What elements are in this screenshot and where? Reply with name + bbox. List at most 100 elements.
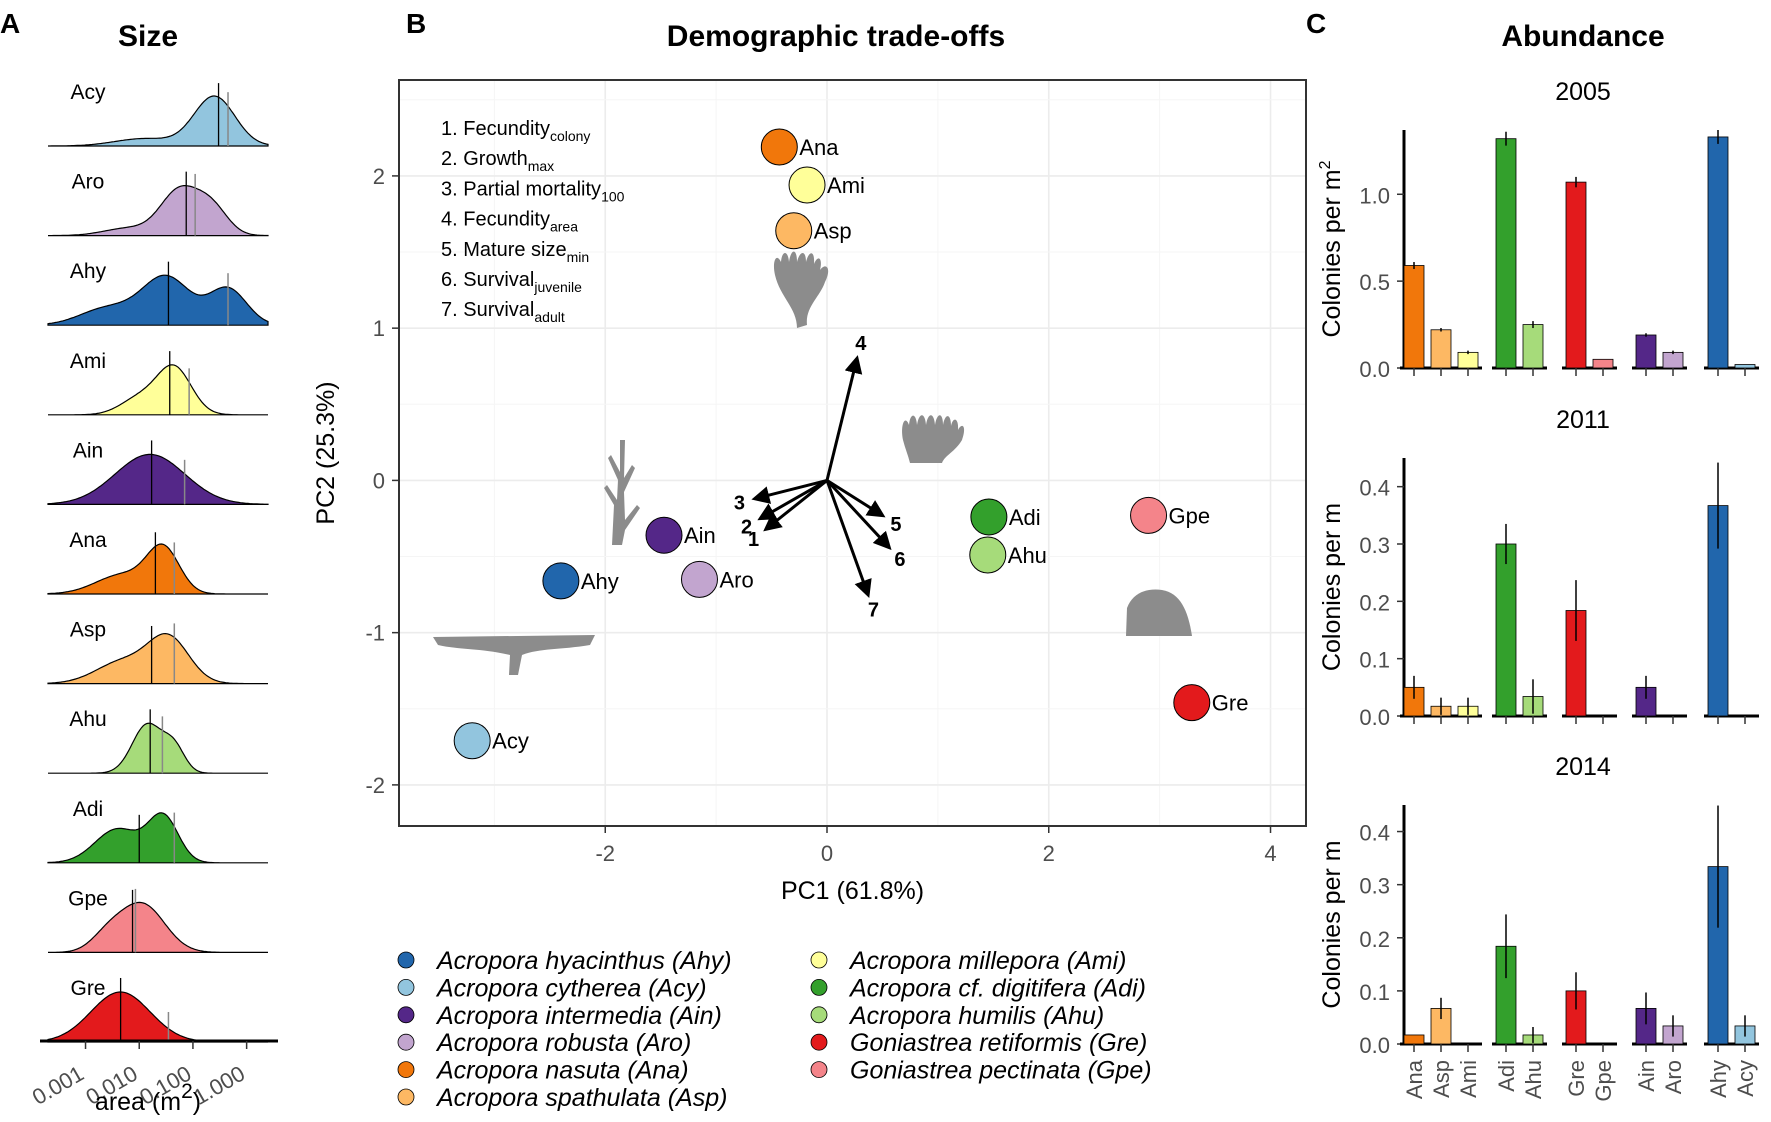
- pca-point-label-Gre: Gre: [1212, 691, 1249, 716]
- category-label-Acy: Acy: [1733, 1060, 1758, 1097]
- panel-a-title: Size: [118, 20, 178, 53]
- ridge-Asp: Asp: [47, 619, 268, 685]
- pca-point-Ami: [788, 166, 826, 204]
- legend-label-1: Acropora cytherea (Acy): [435, 974, 707, 1002]
- pca-point-label-Acy: Acy: [492, 729, 529, 754]
- bar-2005-Asp: [1430, 329, 1452, 369]
- category-label-Ahu: Ahu: [1521, 1060, 1546, 1099]
- coral-silhouettes: [433, 251, 1192, 675]
- category-label-Asp: Asp: [1429, 1060, 1454, 1098]
- panel-c-letter: C: [1306, 8, 1326, 39]
- pca-point-Acy: [453, 722, 491, 760]
- legend-label-5: Acropora spathulata (Asp): [435, 1084, 727, 1112]
- ridge-label-Ahu: Ahu: [69, 708, 106, 731]
- y-tick-label-2011: 0.2: [1359, 590, 1390, 615]
- legend-key-9: [810, 1033, 828, 1051]
- pca-point-label-Ahy: Ahy: [581, 569, 619, 594]
- loading-legend-1: 1. Fecunditycolony: [441, 118, 590, 144]
- legend-key-1: [397, 979, 415, 996]
- loading-label-1: 1: [748, 529, 759, 551]
- ridge-label-Ahy: Ahy: [70, 260, 107, 283]
- legend-label-2: Acropora intermedia (Ain): [435, 1002, 722, 1030]
- y-tick-label-2014: 0.0: [1359, 1033, 1390, 1058]
- legend-key-8: [810, 1006, 828, 1024]
- loading-legend-7: 7. Survivaladult: [441, 299, 565, 325]
- loading-legend-4: 4. Fecundityarea: [441, 209, 578, 235]
- bar-2005-Aro: [1662, 351, 1684, 369]
- loading-arrow-3: [751, 478, 828, 504]
- loading-legend-3: 3. Partial mortality100: [441, 178, 625, 204]
- pca-point-label-Gpe: Gpe: [1169, 503, 1211, 528]
- pca-y-tick-label: -2: [365, 773, 385, 798]
- category-label-Ami: Ami: [1456, 1060, 1481, 1098]
- ridge-label-Ain: Ain: [73, 439, 103, 462]
- y-tick-label-2014: 0.2: [1359, 927, 1390, 952]
- category-label-Ahy: Ahy: [1706, 1060, 1731, 1098]
- y-axis-title-2014: Colonies per m: [1318, 840, 1346, 1008]
- legend-label-9: Goniastrea retiformis (Gre): [850, 1029, 1147, 1057]
- legend-label-6: Acropora millepora (Ami): [848, 947, 1126, 975]
- pca-point-Gpe: [1130, 496, 1168, 534]
- y-tick-label-2005: 0.0: [1359, 357, 1390, 382]
- pca-x-axis-title: PC1 (61.8%): [781, 877, 924, 905]
- ridge-label-Gre: Gre: [70, 977, 105, 1000]
- loading-legend-5: 5. Mature sizemin: [441, 239, 589, 265]
- loading-label-6: 6: [894, 549, 905, 571]
- pca-point-Gre: [1173, 684, 1211, 722]
- category-label-Ana: Ana: [1402, 1059, 1427, 1099]
- category-label-Gre: Gre: [1564, 1060, 1589, 1097]
- size-ridgeline-panel: AcyAroAhyAmiAinAnaAspAhuAdiGpeGre0.0010.…: [28, 81, 278, 1116]
- abundance-panel: 2005 0.0 0.5 1.0 Colonies per m2 2011 0.0 0.1 0.…: [1317, 78, 1759, 1102]
- y-tick-label-2014: 0.4: [1359, 821, 1390, 846]
- ridge-Ahu: Ahu: [48, 708, 268, 774]
- pca-point-label-Adi: Adi: [1009, 505, 1041, 530]
- loading-label-7: 7: [868, 600, 879, 622]
- ridge-Gre: Gre: [47, 977, 268, 1043]
- legend-key-6: [810, 951, 828, 969]
- loading-legend-2: 2. Growthmax: [441, 148, 554, 174]
- y-tick-label-2011: 0.0: [1359, 705, 1390, 730]
- y-tick-label-2014: 0.3: [1359, 874, 1390, 899]
- pca-y-tick-label: 1: [373, 316, 385, 341]
- legend-label-10: Goniastrea pectinata (Gpe): [850, 1057, 1152, 1085]
- loading-label-2: 2: [741, 516, 752, 538]
- loading-label-4: 4: [855, 333, 867, 355]
- legend-key-5: [397, 1088, 415, 1106]
- panel-b-title: Demographic trade-offs: [667, 20, 1005, 53]
- pca-point-Ahy: [542, 562, 580, 600]
- panel-c-title: Abundance: [1501, 20, 1664, 53]
- ridge-Acy: Acy: [48, 81, 269, 147]
- pca-point-Ain: [645, 516, 683, 554]
- y-tick-label-2011: 0.4: [1359, 476, 1390, 501]
- year-label-2011: 2011: [1556, 406, 1610, 434]
- ridge-Ain: Ain: [47, 439, 269, 505]
- ridge-Aro: Aro: [48, 171, 269, 237]
- bar-2005-Ahu: [1522, 324, 1544, 369]
- bar-2005-Ain: [1635, 334, 1657, 369]
- ridge-Ana: Ana: [47, 529, 268, 595]
- legend-label-0: Acropora hyacinthus (Ahy): [435, 947, 732, 975]
- ridge-label-Ana: Ana: [69, 529, 107, 552]
- species-legend: Acropora hyacinthus (Ahy)Acropora cyther…: [397, 947, 1152, 1112]
- legend-key-7: [810, 979, 828, 996]
- ridge-label-Aro: Aro: [72, 171, 105, 194]
- legend-key-4: [397, 1061, 415, 1078]
- legend-label-4: Acropora nasuta (Ana): [435, 1057, 689, 1085]
- legend-key-2: [397, 1006, 415, 1024]
- pca-point-Ahu: [969, 536, 1007, 574]
- bar-2014-Ana: [1403, 1034, 1425, 1045]
- density-Ahu: [48, 722, 268, 774]
- table-coral-icon: [433, 635, 595, 675]
- y-tick-label-2011: 0.3: [1359, 533, 1390, 558]
- legend-key-10: [810, 1061, 828, 1078]
- pca-y-tick-label: -1: [365, 621, 385, 646]
- pca-y-axis-title: PC2 (25.3%): [312, 381, 340, 524]
- pca-y-tick-label: 0: [373, 468, 385, 493]
- pca-x-tick-label: 2: [1043, 841, 1055, 866]
- bar-2005-Gpe: [1592, 358, 1614, 369]
- loading-label-3: 3: [734, 493, 745, 515]
- legend-key-0: [397, 951, 415, 969]
- loading-arrow-6: [825, 479, 892, 551]
- tabular-plate-coral-icon: [902, 415, 965, 463]
- pca-x-tick-label: 0: [821, 841, 833, 866]
